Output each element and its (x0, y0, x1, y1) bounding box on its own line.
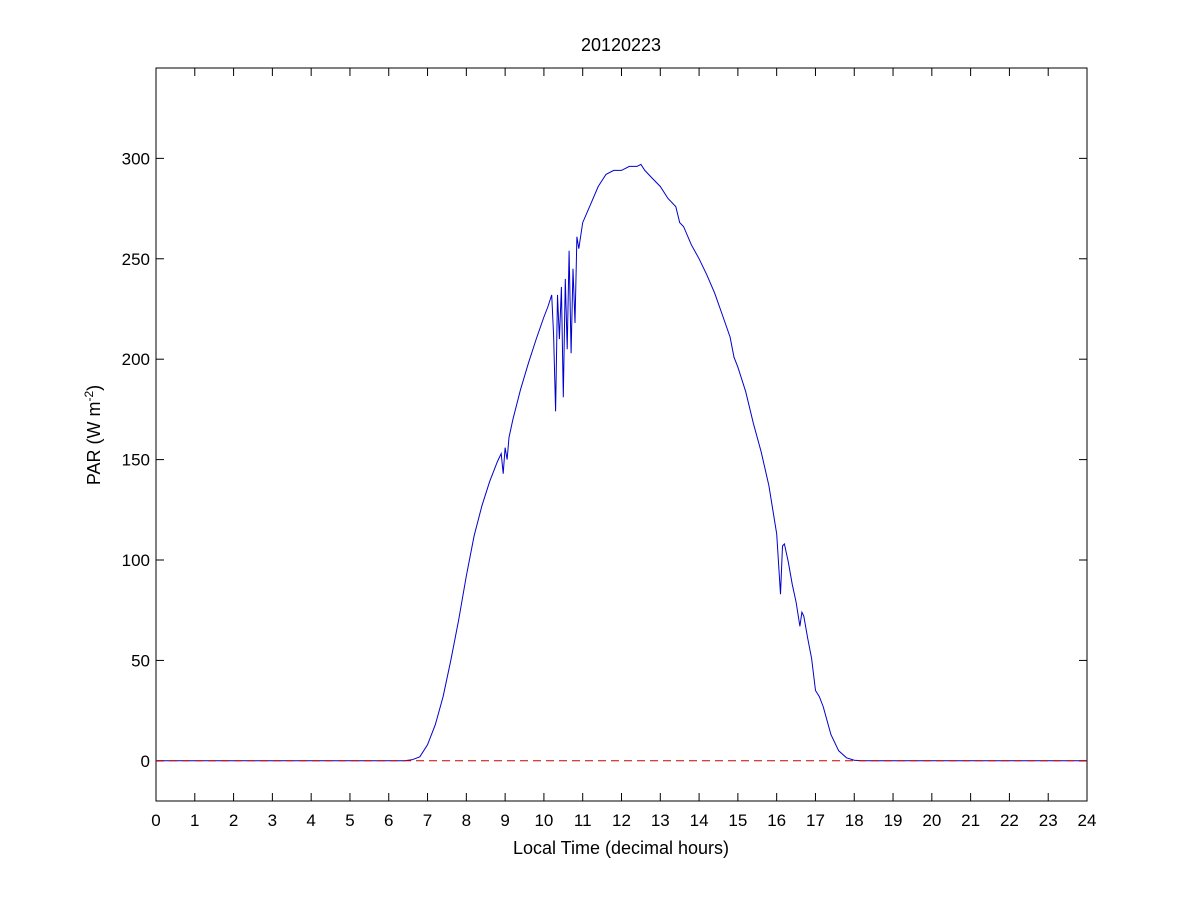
x-tick-label: 24 (1078, 811, 1097, 830)
x-tick-label: 1 (190, 811, 199, 830)
x-tick-label: 16 (767, 811, 786, 830)
y-tick-label: 0 (141, 752, 150, 771)
x-tick-label: 7 (423, 811, 432, 830)
x-tick-label: 2 (229, 811, 238, 830)
x-tick-label: 15 (728, 811, 747, 830)
x-tick-label: 20 (922, 811, 941, 830)
y-tick-label: 300 (122, 149, 150, 168)
x-tick-label: 4 (306, 811, 315, 830)
x-tick-label: 18 (845, 811, 864, 830)
y-tick-label: 100 (122, 551, 150, 570)
chart-title: 20120223 (581, 35, 661, 55)
x-tick-label: 14 (690, 811, 709, 830)
y-tick-label: 50 (131, 651, 150, 670)
x-tick-label: 10 (534, 811, 553, 830)
x-tick-label: 3 (268, 811, 277, 830)
x-tick-label: 13 (651, 811, 670, 830)
x-tick-label: 21 (961, 811, 980, 830)
plot-area: 0 1 2 3 4 5 6 7 8 9 10 11 12 13 14 15 16 17 18 19 20 21 22 23 24… (122, 67, 1097, 830)
x-tick-label: 9 (500, 811, 509, 830)
plot-frame (155, 67, 1088, 802)
x-tick-label: 22 (1000, 811, 1019, 830)
x-tick-label: 11 (574, 811, 592, 830)
y-axis-label-suffix: ) (84, 385, 104, 391)
y-axis-label: PAR (W m-2) (82, 385, 104, 485)
y-tick-label: 250 (122, 250, 150, 269)
y-tick-label: 200 (122, 350, 150, 369)
x-tick-label: 0 (151, 811, 160, 830)
x-tick-label: 17 (806, 811, 825, 830)
x-tick-label: 5 (345, 811, 354, 830)
par-series-line (156, 163, 1087, 762)
x-tick-label: 6 (384, 811, 393, 830)
x-tick-label: 8 (462, 811, 471, 830)
x-tick-label: 19 (884, 811, 903, 830)
y-axis-label-exponent: -2 (82, 391, 96, 402)
y-axis-label-main: PAR (W m (84, 402, 104, 486)
x-tick-label: 23 (1039, 811, 1058, 830)
y-tick-label: 150 (122, 451, 150, 470)
x-axis-label: Local Time (decimal hours) (513, 838, 729, 858)
x-tick-label: 12 (612, 811, 631, 830)
